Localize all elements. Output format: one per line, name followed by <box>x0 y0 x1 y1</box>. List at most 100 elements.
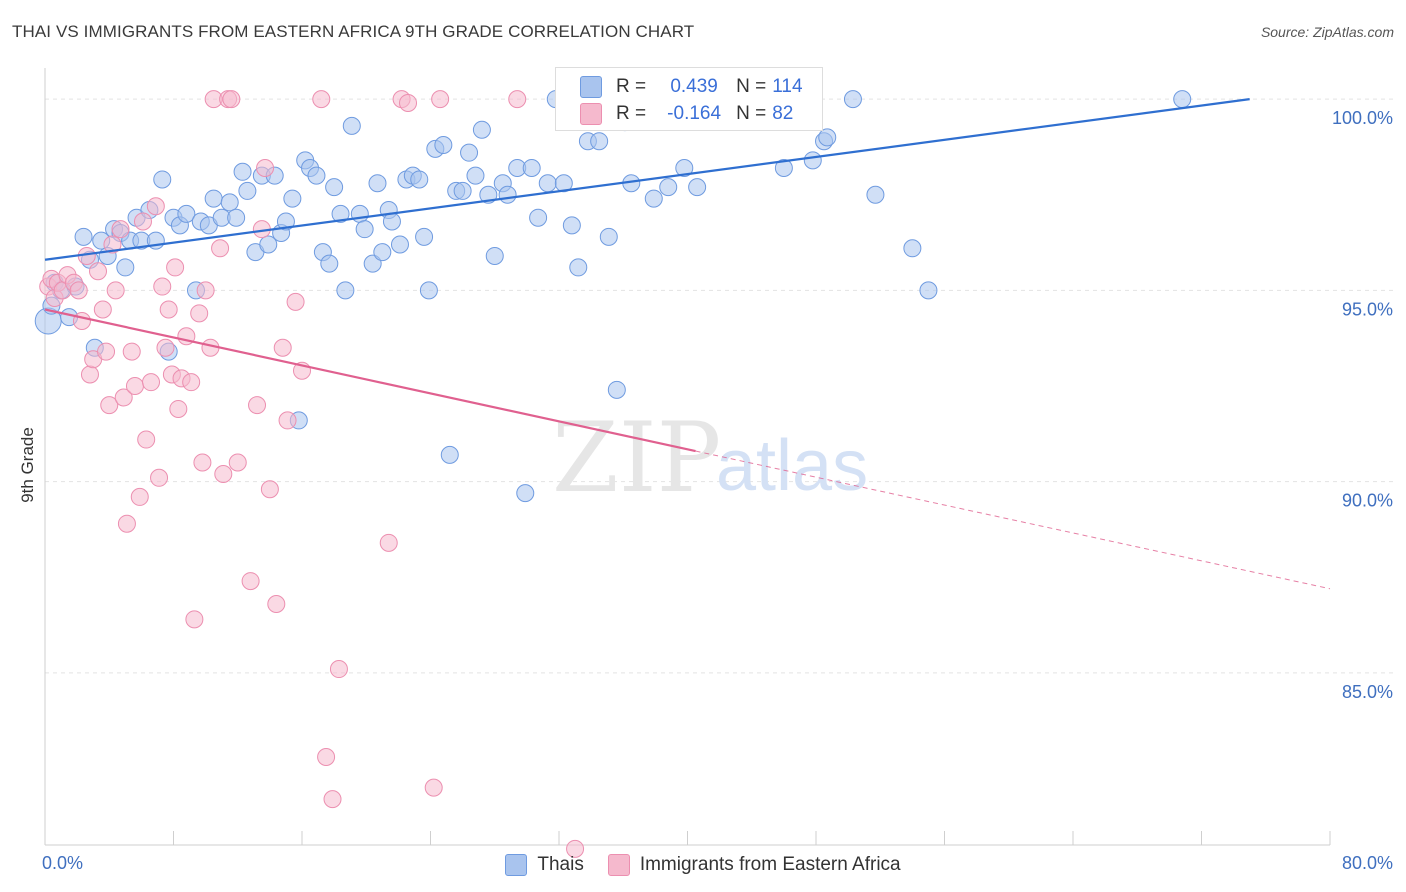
thais-point <box>466 166 485 185</box>
y-tick-label: 90.0% <box>1342 491 1393 511</box>
eastern-africa-point <box>214 464 233 483</box>
legend-r-label: R = <box>616 76 647 97</box>
thais-point <box>363 254 382 273</box>
thais-point <box>659 178 678 197</box>
eastern-africa-point <box>196 281 215 300</box>
eastern-africa-point <box>146 197 165 216</box>
thais-trend-line <box>44 98 1250 261</box>
legend-swatch-eastern-africa <box>607 854 630 876</box>
eastern-africa-point <box>130 487 149 506</box>
thais-point <box>453 181 472 200</box>
legend-label-thais: Thais <box>537 854 584 875</box>
legend-r-value: 0.439 <box>670 76 718 97</box>
thais-point <box>419 281 438 300</box>
thais-point <box>373 243 392 262</box>
thais-point <box>1173 90 1192 109</box>
series-eastern-africa-points <box>39 90 585 858</box>
eastern-africa-point <box>159 300 178 319</box>
thais-point <box>74 227 93 246</box>
thais-point <box>342 116 361 135</box>
eastern-africa-point <box>106 281 125 300</box>
eastern-africa-point <box>222 90 241 109</box>
eastern-africa-point <box>114 388 133 407</box>
eastern-africa-point <box>241 572 260 591</box>
axes <box>44 68 1331 846</box>
thais-point <box>220 193 239 212</box>
thais-point <box>903 239 922 258</box>
source-credit: Source: ZipAtlas.com <box>1260 24 1394 40</box>
thais-point <box>116 258 135 277</box>
eastern-africa-point <box>566 839 585 858</box>
eastern-africa-point <box>211 239 230 258</box>
eastern-africa-point <box>508 90 527 109</box>
thais-point <box>368 174 387 193</box>
eastern-africa-point <box>273 338 292 357</box>
thais-point <box>460 143 479 162</box>
thais-point <box>803 151 822 170</box>
legend-swatch-eastern-africa <box>580 103 602 125</box>
eastern-africa-point <box>137 430 156 449</box>
thais-point <box>238 181 257 200</box>
thais-point <box>227 208 246 227</box>
legend-swatch-thais <box>580 76 602 98</box>
thais-point <box>919 281 938 300</box>
thais-point <box>259 235 278 254</box>
thais-point <box>336 281 355 300</box>
thais-point <box>818 128 837 147</box>
thais-point <box>688 178 707 197</box>
correlation-legend: R = 0.439 N = 114 R = -0.164 N = 82 <box>555 67 823 131</box>
eastern-africa-point <box>286 292 305 311</box>
eastern-africa-point <box>267 595 286 614</box>
thais-point <box>599 227 618 246</box>
thais-point <box>675 158 694 177</box>
thais-point <box>204 189 223 208</box>
watermark: ZIP atlas <box>552 402 868 514</box>
eastern-africa-point <box>97 342 116 361</box>
eastern-africa-point <box>379 533 398 552</box>
legend-n-value: 82 <box>772 103 794 124</box>
eastern-africa-point <box>317 748 336 767</box>
eastern-africa-point <box>125 377 144 395</box>
eastern-africa-point <box>228 453 247 472</box>
thais-point <box>516 484 535 503</box>
thais-point <box>325 178 344 197</box>
eastern-africa-trend-line <box>44 308 696 453</box>
thais-point <box>331 204 350 223</box>
thais-point <box>276 212 295 231</box>
eastern-africa-point <box>323 790 342 809</box>
thais-point <box>434 136 453 155</box>
thais-point <box>355 220 374 239</box>
eastern-africa-point <box>278 411 297 430</box>
x-tick-label: 0.0% <box>42 853 83 873</box>
watermark-atlas: atlas <box>716 426 868 506</box>
eastern-africa-point <box>100 396 119 415</box>
legend-label-eastern-africa: Immigrants from Eastern Africa <box>639 854 901 875</box>
eastern-africa-point <box>182 373 201 392</box>
thais-point <box>774 158 793 177</box>
legend-item-eastern-africa: Immigrants from Eastern Africa <box>607 854 901 876</box>
legend-row-eastern-africa: R = -0.164 N = 82 <box>580 101 793 127</box>
y-tick-label: 95.0% <box>1342 299 1393 319</box>
eastern-africa-point <box>103 235 122 254</box>
y-axis-label: 9th Grade <box>18 427 37 503</box>
legend-r-value: -0.164 <box>667 103 722 124</box>
chart-title: THAI VS IMMIGRANTS FROM EASTERN AFRICA 9… <box>12 22 695 41</box>
legend-swatch-thais <box>505 854 528 876</box>
eastern-africa-point <box>156 338 175 357</box>
eastern-africa-point <box>111 220 130 239</box>
eastern-africa-point <box>185 610 204 629</box>
eastern-africa-point <box>69 281 88 300</box>
x-tick-labels: 0.0% 80.0% <box>42 853 1393 873</box>
eastern-africa-point <box>399 93 418 112</box>
legend-n-label: N = <box>736 103 767 124</box>
eastern-africa-point <box>93 300 112 319</box>
thais-point <box>569 258 588 277</box>
thais-point <box>307 166 326 185</box>
x-tick-label: 80.0% <box>1342 853 1393 873</box>
thais-point <box>498 185 517 204</box>
thais-point <box>177 204 196 223</box>
legend-n-value: 114 <box>772 76 803 97</box>
eastern-africa-point <box>260 480 279 499</box>
thais-point <box>529 208 548 227</box>
eastern-africa-point <box>248 396 267 415</box>
